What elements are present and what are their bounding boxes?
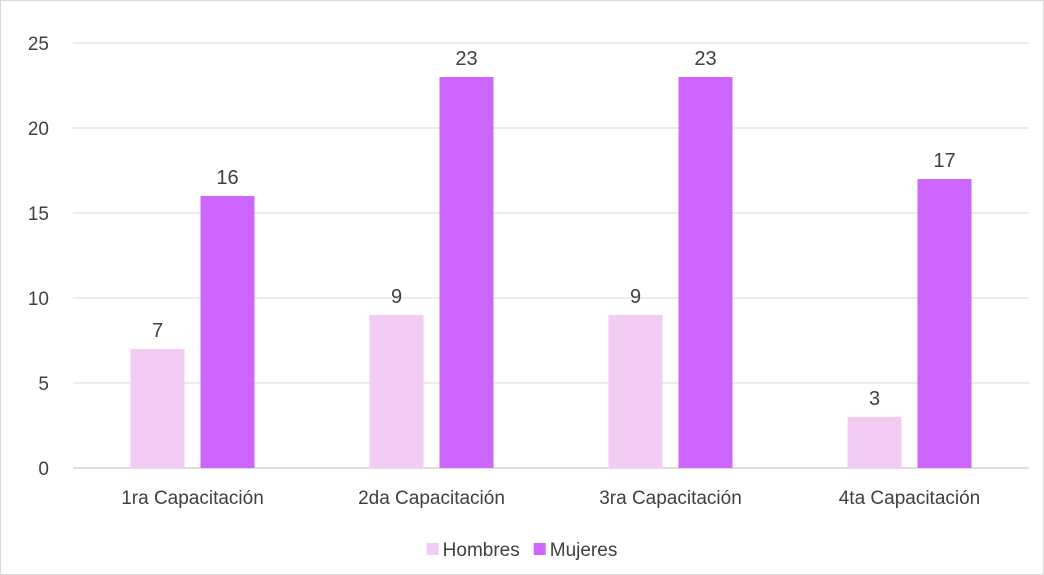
bar-mujeres — [917, 179, 972, 468]
bar-mujeres — [678, 77, 733, 468]
bar-hombres — [369, 315, 424, 468]
legend-label: Mujeres — [550, 540, 618, 561]
legend-swatch-hombres — [426, 543, 439, 555]
data-labels: 7 16 9 23 9 23 3 17 — [152, 48, 956, 410]
bar-hombres — [847, 417, 902, 468]
bar-mujeres — [200, 196, 255, 468]
data-label: 23 — [694, 48, 716, 70]
data-label: 7 — [152, 320, 163, 342]
bar-hombres — [130, 349, 185, 468]
y-tick-label: 15 — [28, 204, 49, 225]
legend-swatch-mujeres — [533, 543, 546, 555]
data-label: 23 — [455, 48, 477, 70]
data-label: 9 — [630, 286, 641, 308]
legend: Hombres Mujeres — [426, 540, 618, 561]
bar-hombres — [608, 315, 663, 468]
x-tick-label: 4ta Capacitación — [839, 488, 981, 509]
bars — [130, 77, 972, 468]
x-tick-label: 2da Capacitación — [358, 488, 505, 509]
x-tick-label: 1ra Capacitación — [121, 488, 264, 509]
y-tick-label: 10 — [28, 289, 49, 310]
y-tick-label: 5 — [38, 374, 49, 395]
data-label: 16 — [216, 167, 238, 189]
x-tick-label: 3ra Capacitación — [599, 488, 742, 509]
y-axis-ticks: 0 5 10 15 20 25 — [28, 34, 49, 480]
data-label: 3 — [869, 388, 880, 410]
data-label: 9 — [391, 286, 402, 308]
x-axis-ticks: 1ra Capacitación 2da Capacitación 3ra Capa… — [121, 488, 980, 509]
legend-label: Hombres — [443, 540, 520, 561]
y-tick-label: 20 — [28, 119, 49, 140]
y-tick-label: 25 — [28, 34, 49, 55]
bar-mujeres — [439, 77, 494, 468]
y-tick-label: 0 — [38, 459, 49, 480]
data-label: 17 — [933, 150, 955, 172]
